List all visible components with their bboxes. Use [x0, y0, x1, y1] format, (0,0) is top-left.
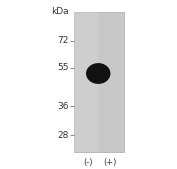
FancyBboxPatch shape — [74, 12, 98, 152]
Ellipse shape — [87, 64, 110, 83]
Text: 72: 72 — [58, 36, 69, 45]
Text: 36: 36 — [58, 102, 69, 111]
FancyBboxPatch shape — [74, 12, 124, 152]
Text: (+): (+) — [103, 158, 116, 167]
Text: (-): (-) — [84, 158, 93, 167]
Text: 55: 55 — [58, 63, 69, 72]
Text: 28: 28 — [58, 131, 69, 140]
Text: kDa: kDa — [51, 7, 69, 16]
